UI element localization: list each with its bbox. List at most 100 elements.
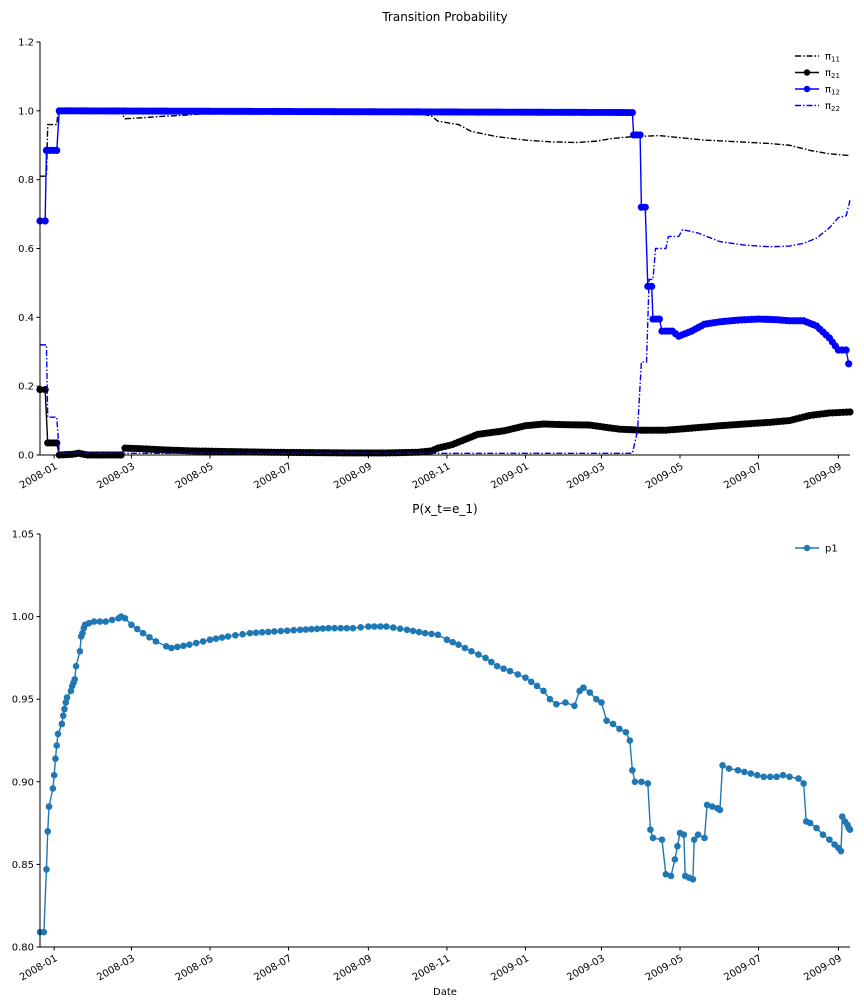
data-point	[212, 635, 220, 642]
series-layer	[36, 613, 854, 936]
legend-entry: π21	[795, 68, 840, 80]
data-point	[102, 618, 109, 625]
transition-probability-chart: Transition Probability 0.0 0.2 0.4 0.6 0.8 1.…	[18, 10, 854, 491]
data-point	[708, 803, 716, 810]
data-point	[533, 682, 541, 690]
data-point	[648, 282, 656, 290]
series-line-p1	[40, 615, 851, 933]
data-point	[199, 638, 207, 645]
data-point	[760, 773, 768, 781]
x-axis-label: Date	[433, 987, 457, 998]
data-point	[434, 631, 442, 639]
data-point	[626, 737, 634, 744]
data-point	[493, 662, 501, 670]
data-point	[62, 699, 70, 706]
data-point	[631, 778, 639, 786]
data-point	[641, 203, 649, 211]
data-point	[133, 625, 141, 633]
series-markers-p1	[36, 613, 854, 936]
data-point	[461, 644, 469, 652]
data-point	[152, 638, 160, 645]
y-tick-label: 0.90	[12, 777, 34, 788]
legend-label: π12	[825, 85, 840, 97]
data-point	[667, 872, 675, 880]
legend-marker	[803, 69, 811, 76]
data-point	[96, 618, 104, 625]
data-point	[622, 728, 630, 736]
x-axis: 2008-01 2008-03 2008-05 2008-07 2008-09 2008-…	[18, 947, 844, 983]
data-point	[636, 131, 644, 139]
x-tick-label: 2008-07	[252, 953, 294, 983]
data-point	[271, 628, 278, 635]
legend-marker	[803, 85, 811, 93]
x-tick-label: 2008-11	[411, 461, 453, 491]
data-point	[49, 785, 57, 792]
data-point	[443, 636, 451, 644]
y-tick-label: 1.00	[12, 612, 34, 623]
legend-entry: π11	[795, 52, 840, 64]
data-point	[694, 831, 702, 838]
data-point	[719, 761, 726, 769]
data-point	[325, 624, 332, 632]
data-point	[701, 834, 708, 842]
data-point	[377, 623, 384, 630]
data-point	[40, 928, 48, 936]
legend-marker	[803, 544, 811, 552]
data-point	[482, 654, 489, 662]
data-point	[795, 775, 802, 782]
data-point	[71, 676, 79, 683]
data-point	[562, 699, 569, 706]
data-point	[747, 770, 755, 777]
data-point	[343, 624, 351, 632]
data-point	[846, 826, 854, 834]
data-point	[44, 828, 52, 835]
data-point	[162, 643, 170, 650]
legend: π11 π21 π12 π22	[795, 52, 840, 113]
data-point	[357, 624, 364, 631]
x-tick-label: 2008-11	[411, 953, 453, 983]
data-point	[54, 730, 62, 738]
data-point	[800, 780, 807, 787]
x-tick-label: 2009-01	[489, 953, 531, 983]
data-point	[319, 625, 327, 632]
data-point	[349, 624, 357, 632]
x-tick-label: 2008-09	[332, 953, 374, 983]
data-point	[421, 629, 429, 637]
data-point	[603, 717, 610, 724]
legend-entry: π22	[795, 101, 840, 113]
data-point	[76, 647, 84, 655]
data-point	[121, 614, 129, 622]
data-point	[108, 616, 116, 624]
x-tick-label: 2008-07	[252, 461, 294, 491]
data-point	[571, 702, 578, 710]
data-point	[488, 658, 495, 666]
data-point	[146, 633, 153, 641]
data-point	[674, 842, 681, 850]
data-point	[67, 687, 75, 695]
data-point	[449, 638, 457, 646]
x-tick-label: 2009-03	[565, 461, 607, 491]
data-point	[258, 628, 266, 636]
data-point	[593, 695, 600, 703]
data-point	[779, 771, 787, 779]
data-point	[680, 831, 688, 838]
x-tick-label: 2009-09	[802, 953, 844, 983]
data-point	[773, 773, 780, 781]
data-point	[331, 624, 338, 632]
data-point	[239, 630, 246, 638]
data-point	[553, 700, 560, 708]
data-point	[232, 632, 239, 639]
data-point	[845, 360, 853, 368]
legend-label: π11	[825, 52, 840, 64]
data-point	[655, 315, 664, 323]
x-tick-label: 2008-03	[95, 461, 137, 491]
y-tick-label: 0.0	[18, 451, 34, 462]
data-point	[506, 667, 514, 675]
data-point	[72, 662, 80, 670]
y-tick-label: 1.0	[18, 106, 34, 117]
data-point	[586, 689, 594, 696]
series-line-π12	[40, 110, 850, 364]
legend-label: p1	[825, 544, 838, 555]
data-point	[628, 108, 636, 117]
data-point	[389, 624, 397, 631]
